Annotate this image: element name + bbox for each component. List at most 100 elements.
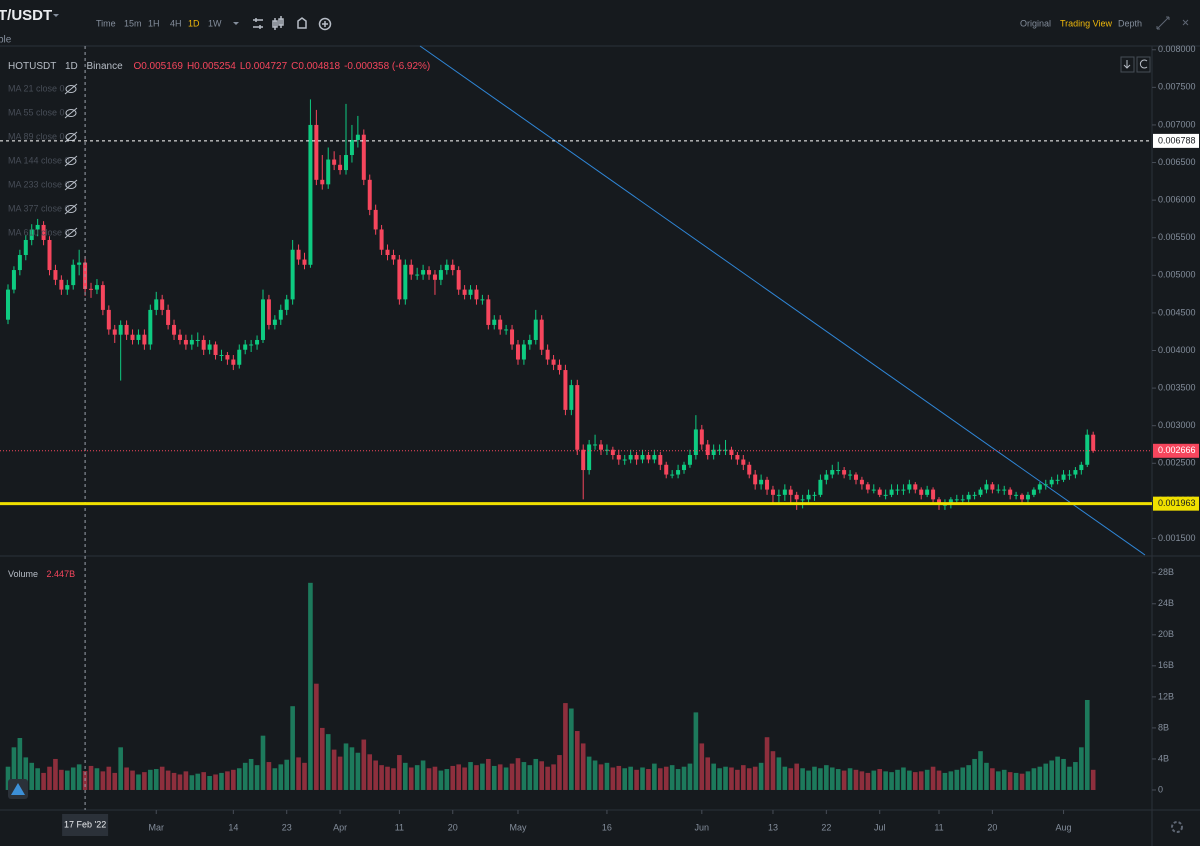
x-tick-label: 14 [228, 822, 238, 832]
candle-body [1055, 479, 1060, 481]
volume-bar [124, 767, 129, 790]
volume-bar [569, 708, 574, 790]
x-tick-label: 11 [934, 822, 943, 832]
close-icon[interactable] [1182, 19, 1189, 26]
price-label: 0.001963 [1158, 498, 1196, 508]
candle-body [859, 479, 864, 485]
interval-option[interactable]: 1D [188, 18, 200, 28]
candle-body [225, 355, 230, 360]
volume-bar [403, 762, 408, 790]
interval-option[interactable]: 15m [124, 18, 142, 28]
settings-icon[interactable] [1171, 821, 1183, 833]
template-icon[interactable] [297, 17, 307, 29]
candle-body [177, 334, 182, 340]
expand-icon[interactable] [1156, 16, 1170, 30]
interval-option[interactable]: 1H [148, 18, 160, 28]
candle-type-icon[interactable] [272, 16, 284, 30]
volume-bar [35, 768, 40, 790]
candle-body [931, 489, 936, 500]
volume-bar [729, 767, 734, 790]
volume-bar [112, 772, 118, 790]
volume-bar [486, 758, 491, 790]
candle-body [29, 229, 34, 240]
candle-body [1031, 489, 1036, 495]
x-tick-label: Jun [695, 822, 710, 832]
y-tick-label: 0.008000 [1158, 44, 1196, 54]
candle-body [604, 449, 609, 451]
indicator-icon[interactable] [253, 18, 263, 29]
volume-bar [829, 767, 835, 790]
pair-dropdown[interactable] [53, 14, 59, 17]
indicator-hidden-icon[interactable] [64, 131, 78, 143]
candle-body [89, 288, 94, 290]
candle-body [427, 270, 432, 275]
interval-option[interactable]: 4H [170, 18, 182, 28]
interval-dropdown[interactable] [233, 22, 239, 25]
candle-body [972, 494, 977, 496]
indicator-hidden-icon[interactable] [64, 107, 78, 119]
volume-bar [699, 743, 705, 790]
candle-body [53, 270, 58, 280]
volume-bar [990, 768, 995, 790]
candle-body [308, 124, 313, 265]
volume-bar [800, 768, 805, 790]
candle-body [154, 299, 159, 310]
candle-body [23, 239, 28, 256]
candle-body [1067, 474, 1072, 476]
pair-title[interactable]: T/USDT [0, 7, 52, 24]
volume-bar [474, 765, 479, 790]
pair-subtitle: ble [0, 35, 12, 46]
candle-body [937, 499, 942, 505]
indicator-hidden-icon[interactable] [64, 155, 78, 167]
candle-body [521, 344, 526, 360]
interval-option[interactable]: 1W [208, 18, 222, 28]
volume-value: 2.447B [47, 569, 76, 579]
candle-body [640, 455, 645, 460]
volume-bar [669, 765, 675, 790]
view-option[interactable]: Trading View [1060, 18, 1113, 28]
collapse-button[interactable] [1120, 56, 1135, 73]
add-icon[interactable] [318, 17, 332, 31]
indicator-hidden-icon[interactable] [64, 179, 78, 191]
view-option[interactable]: Original [1020, 18, 1051, 28]
candle-body [634, 455, 639, 460]
indicator-label: MA 377 close 0 [8, 203, 70, 213]
volume-bar [462, 767, 467, 790]
candle-body [207, 344, 212, 350]
volume-bar [835, 769, 841, 790]
candle-body [272, 319, 277, 325]
candle-body [94, 285, 99, 290]
candle-body [456, 270, 461, 290]
candle-body [332, 159, 337, 165]
indicator-hidden-icon[interactable] [64, 203, 78, 215]
volume-bar [841, 770, 847, 790]
view-option[interactable]: Depth [1118, 18, 1142, 28]
indicator-hidden-icon[interactable] [64, 83, 78, 95]
refresh-button[interactable] [1136, 56, 1151, 73]
x-tick-label: May [509, 822, 527, 832]
volume-bar [308, 582, 313, 790]
volume-bar [260, 735, 266, 790]
interval-option[interactable]: Time [96, 18, 116, 28]
indicator-label: MA 55 close 0 [8, 107, 65, 117]
volume-bar [515, 758, 521, 790]
volume-bar [438, 770, 444, 790]
candle-body [438, 270, 443, 280]
drawing-tool[interactable] [8, 779, 28, 799]
volume-tick-label: 20B [1158, 629, 1174, 639]
volume-bar [521, 762, 527, 790]
volume-bar [580, 743, 586, 790]
volume-bar [491, 765, 497, 790]
candle-body [711, 449, 716, 456]
candle-body [231, 359, 236, 365]
indicator-hidden-icon[interactable] [64, 227, 78, 239]
volume-bar [367, 754, 373, 790]
volume-bar [1007, 772, 1013, 790]
volume-bar [717, 768, 722, 790]
volume-bar [29, 762, 35, 790]
volume-bar [450, 765, 456, 790]
trend-line[interactable] [419, 45, 1146, 556]
volume-bar [847, 768, 853, 790]
candle-body [172, 324, 177, 335]
candle-body [249, 344, 254, 346]
